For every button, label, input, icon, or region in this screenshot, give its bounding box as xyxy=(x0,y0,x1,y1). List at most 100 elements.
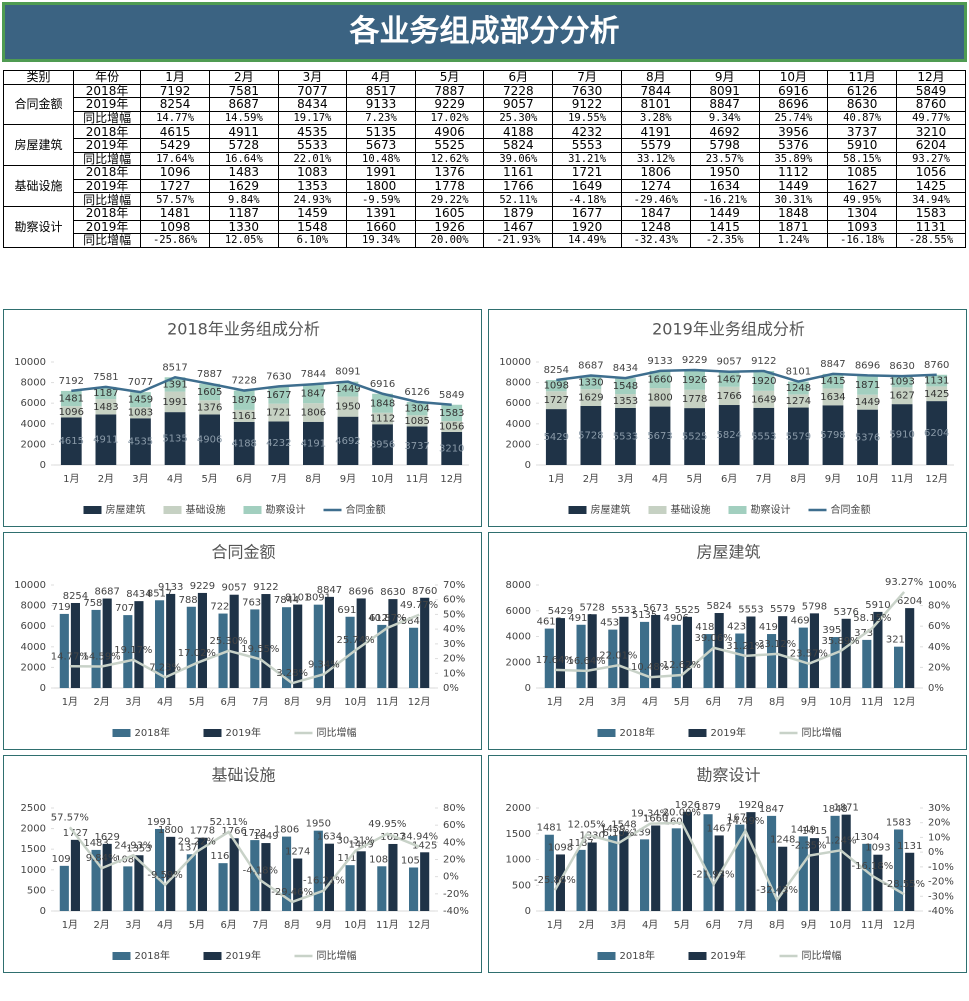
x-tick-label: 9月 xyxy=(316,919,332,931)
bar xyxy=(619,616,629,688)
value-cell: 8101 xyxy=(620,97,691,112)
value-cell: 1161 xyxy=(483,165,554,180)
bar xyxy=(809,838,819,911)
bar xyxy=(714,613,724,688)
bar-segment xyxy=(891,376,913,388)
value-cell: 1660 xyxy=(346,219,416,235)
value-cell: 20.00% xyxy=(414,233,485,248)
bar-label: 1425 xyxy=(412,840,437,851)
legend-swatch xyxy=(203,952,222,960)
x-tick-label: 1月 xyxy=(548,473,564,485)
value-cell: 4191 xyxy=(620,124,691,139)
bar-segment xyxy=(372,393,393,413)
x-tick-label: 7月 xyxy=(252,919,268,931)
line-label: 17.64% xyxy=(536,655,574,666)
bar-label: 7192 xyxy=(52,602,77,613)
value-cell: 7.23% xyxy=(346,110,416,126)
value-cell: 4911 xyxy=(209,124,279,139)
value-cell: 5553 xyxy=(552,137,622,153)
value-cell: 8517 xyxy=(346,83,416,99)
line-label: 9.34% xyxy=(308,659,340,670)
x-tick-label: 5月 xyxy=(686,473,702,485)
bar-label: 1248 xyxy=(786,383,811,394)
value-cell: 1449 xyxy=(689,205,760,221)
line-label: 35.89% xyxy=(822,636,860,647)
x-tick-label: 2月 xyxy=(93,696,109,708)
value-cell: 1481 xyxy=(140,205,211,221)
chart-title: 2019年业务组成分析 xyxy=(652,320,805,339)
line-label: 30.31% xyxy=(337,836,375,847)
bar-segment xyxy=(718,386,740,406)
value-cell: -21.93% xyxy=(483,233,554,248)
legend-label: 房屋建筑 xyxy=(106,503,146,516)
bar-segment xyxy=(95,414,117,465)
bar-segment xyxy=(649,370,671,389)
y2-tick-label: 80% xyxy=(928,601,950,612)
table-row: 房屋建筑 2018年 4615 4911 4535 5135 4906 4188 4232 419… xyxy=(3,124,966,167)
bar xyxy=(809,613,819,688)
bar-label: 1481 xyxy=(59,394,84,405)
bar-label: 1879 xyxy=(231,395,256,406)
bar-label: 1920 xyxy=(738,800,763,811)
bar-label: 1847 xyxy=(301,389,326,400)
value-cell: 7581 xyxy=(209,83,279,99)
bar-label: 1627 xyxy=(380,832,405,843)
value-cell: 49.95% xyxy=(827,192,898,207)
bar xyxy=(345,616,355,688)
chart-title: 房屋建筑 xyxy=(696,543,760,562)
x-tick-label: 5月 xyxy=(189,919,205,931)
legend-label: 2019年 xyxy=(226,949,261,962)
header-cell: 1月 xyxy=(140,70,211,85)
bar-label: 5579 xyxy=(786,431,811,442)
line-label: 8517 xyxy=(162,362,187,373)
bar-label: 4188 xyxy=(695,622,720,633)
bar-label: 1629 xyxy=(94,832,119,843)
value-cell: 1085 xyxy=(827,165,898,180)
value-cell: 14.59% xyxy=(209,110,279,126)
year-cell: 2018年 xyxy=(72,165,142,180)
bar xyxy=(778,846,788,911)
y-tick-label: 0 xyxy=(525,460,531,471)
line-label: 25.30% xyxy=(210,636,248,647)
line-label: 34.94% xyxy=(400,832,438,843)
x-tick-label: 10月 xyxy=(856,473,879,485)
value-cell: 34.94% xyxy=(896,192,966,207)
y-tick-label: 2500 xyxy=(21,803,46,814)
bar-segment xyxy=(406,415,428,427)
value-cell: 1376 xyxy=(414,165,485,180)
line-label: 25.74% xyxy=(337,635,375,646)
line-label: 7228 xyxy=(231,376,256,387)
bar xyxy=(905,852,915,911)
bar xyxy=(862,639,872,688)
bar-segment xyxy=(164,391,186,413)
bar-label: 7228 xyxy=(210,602,235,613)
bar-label: 5673 xyxy=(643,603,668,614)
bar-label: 1112 xyxy=(370,414,395,425)
bar-label: 1161 xyxy=(231,411,256,422)
bar-segment xyxy=(268,421,290,465)
bar-label: 8254 xyxy=(63,591,88,602)
line-label: 23.57% xyxy=(790,649,828,660)
value-cell: 5525 xyxy=(414,137,485,153)
value-cell: 1879 xyxy=(483,205,554,221)
legend-swatch xyxy=(112,952,131,960)
bar-segment xyxy=(788,381,809,395)
legend-label: 2018年 xyxy=(620,949,655,962)
bar-label: 1649 xyxy=(253,831,278,842)
bar xyxy=(102,598,112,688)
bar-label: 1449 xyxy=(791,824,816,835)
legend-label: 2019年 xyxy=(711,726,746,739)
y-tick-label: 8000 xyxy=(506,378,531,389)
value-cell: 16.64% xyxy=(209,151,279,167)
y-tick-label: 6000 xyxy=(506,398,531,409)
bar-label: 1926 xyxy=(682,375,707,386)
value-cell: 1920 xyxy=(552,219,622,235)
bar xyxy=(746,616,756,688)
bar-segment xyxy=(718,405,740,465)
value-cell: 9229 xyxy=(414,97,485,112)
bar-label: 5910 xyxy=(865,600,890,611)
line-label: 8254 xyxy=(544,365,569,376)
bar-segment xyxy=(753,371,775,391)
legend-label: 基础设施 xyxy=(671,503,711,516)
value-cell: 1.24% xyxy=(758,233,829,248)
